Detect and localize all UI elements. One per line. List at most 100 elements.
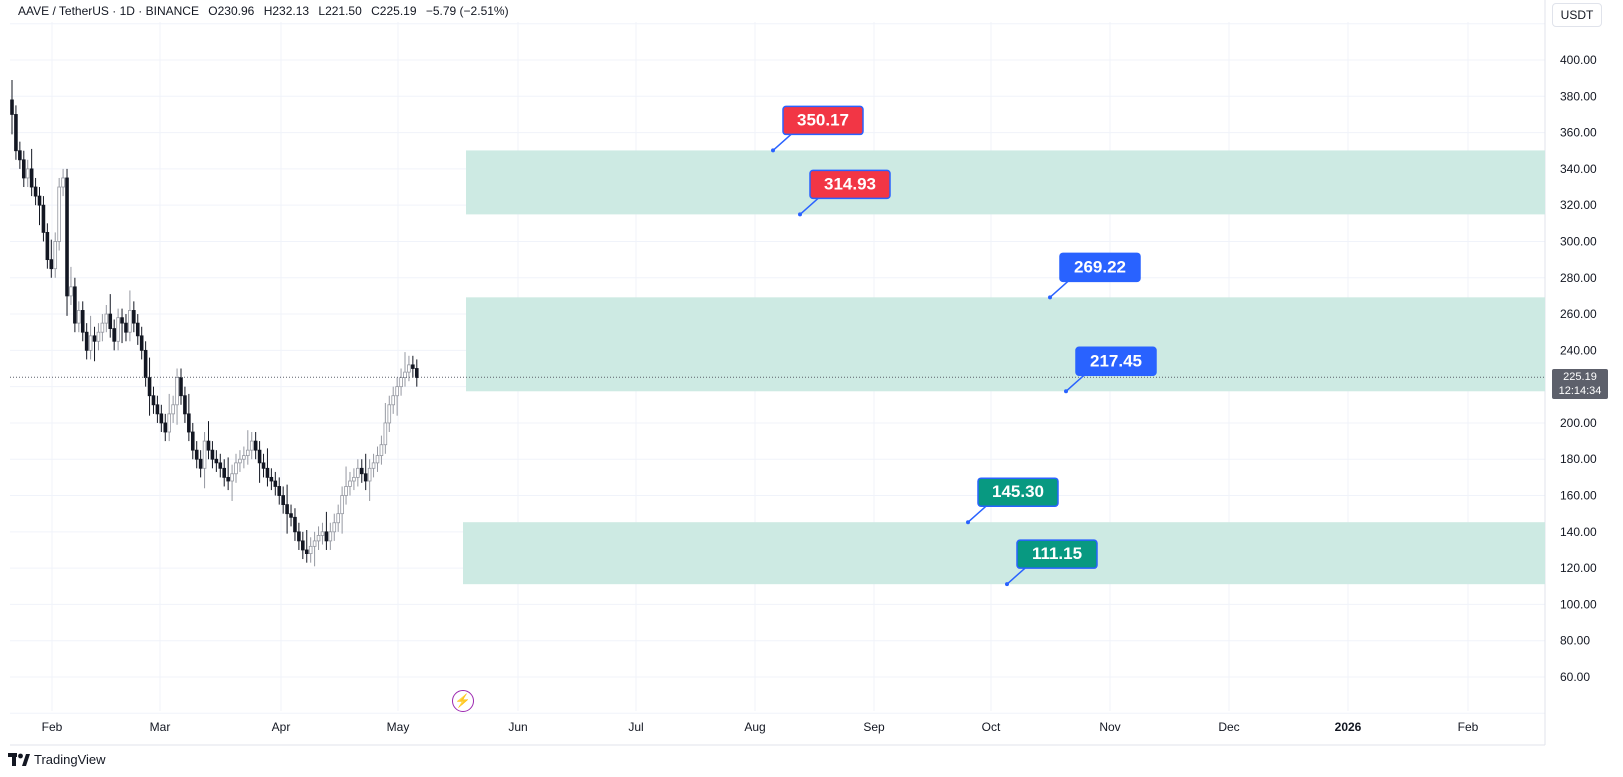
brand[interactable]: TradingView <box>8 752 106 767</box>
callout-anchor <box>771 148 775 153</box>
y-tick-label: 340.00 <box>1560 162 1597 176</box>
candle-body <box>340 495 344 515</box>
x-tick-label: Apr <box>272 720 291 734</box>
y-tick-label: 80.00 <box>1560 634 1590 648</box>
candle-body <box>14 114 18 152</box>
candle-body <box>257 449 262 464</box>
last-price-value: 225.19 <box>1563 371 1597 383</box>
candle-body <box>112 328 116 342</box>
candle-body <box>367 467 372 482</box>
candle-body <box>375 455 380 464</box>
price-callout-label: 269.22 <box>1074 257 1126 276</box>
currency-button[interactable]: USDT <box>1552 3 1602 27</box>
callout-anchor <box>798 212 802 217</box>
candle-body <box>37 195 42 206</box>
price-callout <box>809 169 891 200</box>
candle-body <box>344 486 348 496</box>
candle-body <box>308 545 313 555</box>
price-callout-label: 314.93 <box>824 174 876 193</box>
price-callout-label: 111.15 <box>1032 544 1082 563</box>
candle-body <box>230 473 234 482</box>
candle-body <box>25 168 30 179</box>
candle-body <box>348 480 352 487</box>
symbol-name[interactable]: AAVE / TetherUS · 1D · BINANCE <box>18 4 199 18</box>
last-price-badge: 225.19 12:14:34 <box>1552 369 1608 399</box>
candle-body <box>395 386 399 397</box>
candle-body <box>206 440 211 451</box>
candle-body <box>167 413 172 433</box>
symbol-legend: AAVE / TetherUS · 1D · BINANCE O230.96 H… <box>18 4 515 18</box>
candle-body <box>356 467 360 478</box>
x-tick-label: Mar <box>150 720 171 734</box>
candle-body <box>324 531 329 542</box>
y-tick-label: 320.00 <box>1560 198 1597 212</box>
candle-body <box>77 310 81 324</box>
candle-body <box>198 458 203 469</box>
candle-body <box>273 480 278 487</box>
candle-body <box>320 531 325 536</box>
x-tick-label: Sep <box>863 720 885 734</box>
candle-body <box>226 476 230 482</box>
candle-body <box>80 310 85 333</box>
candle-body <box>269 476 274 482</box>
candle-body <box>104 313 109 324</box>
price-zone <box>466 297 1545 392</box>
candle-body <box>61 177 65 188</box>
candle-body <box>57 186 61 242</box>
candle-body <box>163 422 168 433</box>
candle-body <box>187 413 191 433</box>
candle-body <box>190 431 195 451</box>
price-callout-label: 217.45 <box>1090 351 1142 370</box>
y-tick-label: 360.00 <box>1560 126 1597 140</box>
candle-body <box>238 458 242 464</box>
candle-body <box>29 168 34 188</box>
x-tick-label: Oct <box>982 720 1001 734</box>
candle-body <box>403 371 407 378</box>
y-tick-label: 240.00 <box>1560 343 1597 357</box>
price-zone <box>466 150 1545 215</box>
x-tick-label: May <box>387 720 410 734</box>
candle-body <box>179 377 183 397</box>
candle-body <box>253 440 258 451</box>
candle-body <box>399 377 403 388</box>
candle-body <box>171 404 175 415</box>
candle-body <box>222 467 227 478</box>
y-tick-label: 60.00 <box>1560 670 1590 684</box>
candle-body <box>49 259 54 270</box>
price-callout-label: 350.17 <box>797 110 849 129</box>
y-tick-label: 280.00 <box>1560 271 1597 285</box>
candle-body <box>194 449 199 460</box>
callout-anchor <box>966 520 970 525</box>
price-callout <box>977 477 1059 507</box>
candle-body <box>289 513 293 518</box>
candle-body <box>332 522 337 533</box>
callout-pointer <box>799 197 819 215</box>
y-tick-label: 140.00 <box>1560 525 1597 539</box>
y-tick-label: 300.00 <box>1560 234 1597 248</box>
callout-pointer <box>1049 280 1069 298</box>
tradingview-logo-icon <box>8 752 30 766</box>
price-zone <box>463 522 1545 585</box>
callout-pointer <box>772 133 792 151</box>
candle-body <box>359 467 364 475</box>
candle-body <box>210 449 215 460</box>
candle-body <box>151 395 156 406</box>
candle-body <box>135 322 140 337</box>
candle-body <box>183 395 187 415</box>
candle-body <box>108 313 113 329</box>
callout-pointer <box>1006 567 1026 585</box>
candle-body <box>21 159 26 179</box>
candle-body <box>124 322 128 333</box>
candle-body <box>336 513 340 524</box>
candle-body <box>214 458 219 464</box>
flash-icon[interactable]: ⚡ <box>452 690 474 712</box>
candle-body <box>175 377 179 406</box>
candle-body <box>281 495 285 506</box>
candle-body <box>379 444 384 457</box>
price-callout <box>782 105 864 136</box>
callout-anchor <box>1005 582 1009 587</box>
candle-body <box>202 440 207 469</box>
candle-body <box>297 531 301 542</box>
x-tick-label: Aug <box>744 720 765 734</box>
